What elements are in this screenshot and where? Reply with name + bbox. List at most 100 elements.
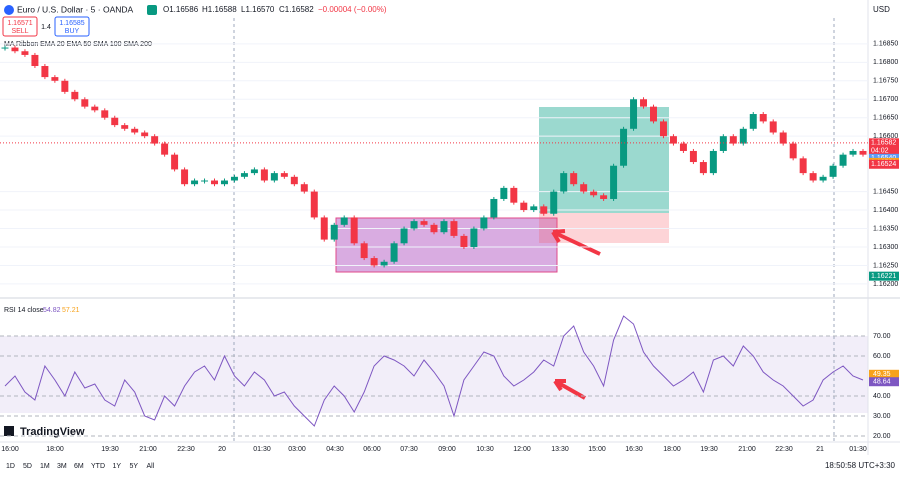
rsi-tick-label: 30.00	[873, 413, 891, 420]
candle	[240, 173, 248, 177]
rsi-badge	[869, 369, 899, 379]
candle	[380, 261, 388, 266]
candle	[849, 150, 857, 155]
time-label: 19:30	[700, 446, 718, 453]
candle	[191, 180, 199, 185]
candle	[420, 221, 428, 225]
range-button[interactable]: 6M	[74, 463, 84, 470]
candle	[181, 169, 189, 185]
candle	[330, 224, 338, 240]
candle	[779, 132, 787, 144]
candle	[81, 99, 89, 107]
candle	[260, 169, 268, 181]
candle	[650, 106, 657, 122]
time-label: 07:30	[400, 446, 418, 453]
range-button[interactable]: 1D	[6, 463, 15, 470]
candle	[270, 173, 278, 181]
price-tick-label: 1.16650	[873, 115, 898, 122]
candle	[450, 221, 458, 236]
price-badge	[869, 159, 899, 169]
rsi-badge-label: 49.35	[873, 371, 891, 378]
clock: 18:50:58 UTC+3:30	[825, 461, 896, 470]
range-button[interactable]: 1M	[40, 463, 50, 470]
rsi-line	[4, 315, 864, 427]
price-tick-label: 1.16200	[873, 281, 898, 288]
time-label: 04:30	[326, 446, 344, 453]
rsi-badge	[869, 377, 899, 387]
candle	[610, 165, 618, 199]
candle	[580, 184, 588, 192]
ohlc-low: L1.16570	[241, 5, 275, 14]
candle	[340, 217, 348, 225]
candle	[91, 106, 99, 111]
range-button[interactable]: 5D	[23, 463, 32, 470]
time-label: 15:00	[588, 446, 606, 453]
time-label: 22:30	[775, 446, 793, 453]
candle	[570, 173, 578, 185]
time-label: 21	[816, 446, 824, 453]
rsi-value: 54.82	[43, 307, 61, 314]
price-tick-label: 1.16800	[873, 59, 898, 66]
time-label: 06:00	[363, 446, 381, 453]
candle	[151, 136, 159, 144]
time-label: 03:00	[288, 446, 306, 453]
price-badge-label: 1.16582	[871, 140, 896, 147]
annotation-arrow	[551, 229, 601, 256]
price-badge	[869, 271, 899, 281]
time-label: 21:00	[738, 446, 756, 453]
time-label: 18:00	[663, 446, 681, 453]
range-button[interactable]: All	[147, 463, 155, 470]
range-button[interactable]: 1Y	[113, 463, 122, 470]
sell-price: 1.16571	[7, 20, 32, 27]
candle	[300, 184, 308, 192]
candle	[530, 206, 538, 211]
symbol-icon	[4, 5, 14, 15]
spread: 1.4	[41, 24, 51, 31]
candle	[211, 180, 218, 185]
price-badge	[869, 138, 899, 157]
time-label: 10:30	[476, 446, 494, 453]
time-label: 19:30	[101, 446, 119, 453]
candle	[490, 198, 498, 218]
rsi-badge-label: 48.64	[873, 379, 891, 386]
candle	[540, 206, 548, 214]
candle	[21, 51, 29, 55]
price-tick-label: 1.16400	[873, 207, 898, 214]
price-tick-label: 1.16250	[873, 262, 898, 269]
price-tick-label: 1.16300	[873, 244, 898, 251]
range-button[interactable]: 3M	[57, 463, 67, 470]
candle	[689, 150, 697, 163]
candle	[230, 176, 238, 181]
time-label: 21:00	[139, 446, 157, 453]
rsi-tick-label: 40.00	[873, 393, 891, 400]
candle	[360, 243, 368, 259]
symbol[interactable]: Euro / U.S. Dollar · 5 · OANDA	[17, 4, 134, 14]
rsi-title[interactable]: RSI 14 close	[4, 307, 44, 314]
time-label: 22:30	[177, 446, 195, 453]
currency[interactable]: USD	[873, 5, 890, 14]
candle	[640, 99, 648, 107]
buy-button[interactable]	[54, 16, 90, 37]
candle	[111, 117, 119, 126]
range-button[interactable]: YTD	[91, 463, 105, 470]
range-button[interactable]: 5Y	[130, 463, 139, 470]
candle	[799, 158, 807, 174]
price-tick-label: 1.16350	[873, 225, 898, 232]
candle	[201, 180, 209, 182]
time-label: 01:30	[849, 446, 867, 453]
price-tick-label: 1.16450	[873, 188, 898, 195]
candle	[400, 228, 408, 244]
price-tick-label: 1.16700	[873, 96, 898, 103]
candle	[121, 125, 129, 129]
candle	[560, 173, 568, 192]
buy-label: BUY	[65, 28, 80, 35]
candle	[430, 224, 438, 233]
ohlc-open: O1.16586	[163, 5, 199, 14]
price-tick-label: 1.16750	[873, 78, 898, 85]
status-dot	[147, 5, 157, 15]
candle	[829, 165, 837, 177]
loss-zone[interactable]	[539, 213, 669, 243]
price-tick-label: 1.16600	[873, 133, 898, 140]
sell-button[interactable]	[2, 16, 38, 37]
